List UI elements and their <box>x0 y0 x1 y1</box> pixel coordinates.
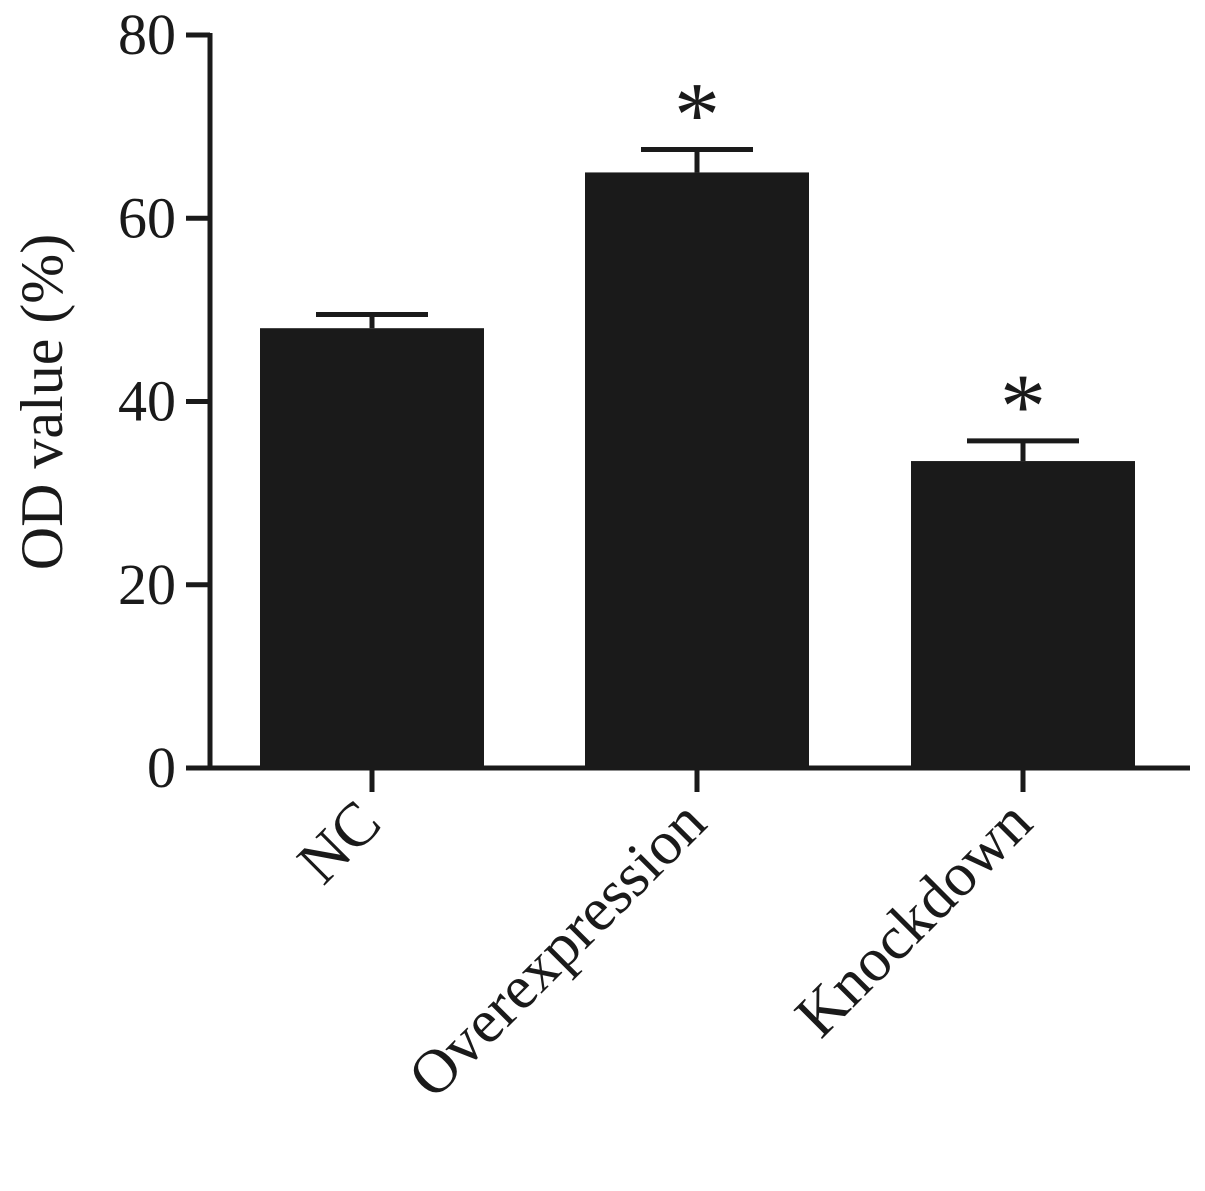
bar-overexpression <box>585 172 809 768</box>
y-tick-label: 60 <box>118 185 176 250</box>
bar-knockdown <box>911 461 1135 768</box>
y-tick-label: 80 <box>118 2 176 67</box>
bar-nc <box>260 328 484 768</box>
y-tick-label: 40 <box>118 369 176 434</box>
significance-asterisk: * <box>674 64 720 166</box>
significance-asterisk: * <box>1000 355 1046 457</box>
y-tick-label: 0 <box>147 735 176 800</box>
x-tick-label: NC <box>285 788 394 897</box>
x-tick-label: Overexpression <box>396 788 719 1111</box>
y-tick-label: 20 <box>118 552 176 617</box>
x-tick-label: Knockdown <box>783 788 1045 1050</box>
y-axis-label: OD value (%) <box>9 234 75 571</box>
